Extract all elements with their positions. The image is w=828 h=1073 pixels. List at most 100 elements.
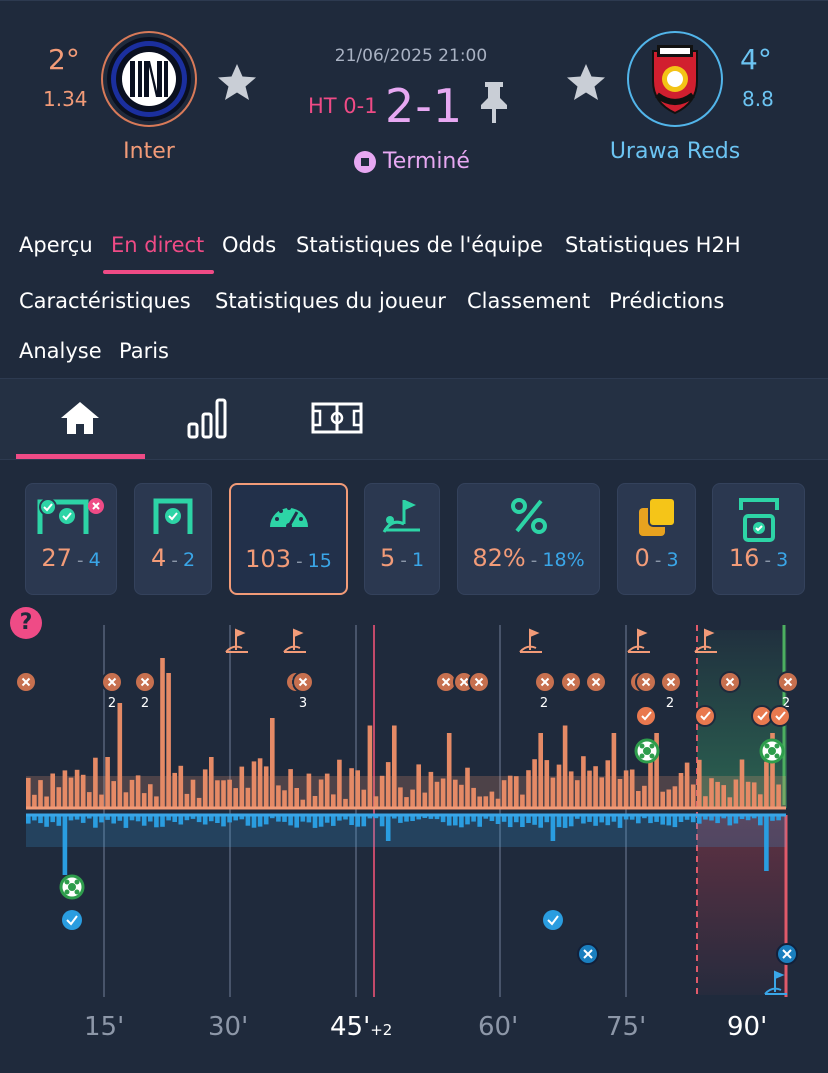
help-icon[interactable]: ? (10, 607, 42, 639)
home-momentum-bar (617, 779, 623, 808)
missed-shot-icon (292, 671, 314, 693)
away-momentum-bar (550, 815, 556, 841)
away-momentum-bar (739, 815, 745, 819)
percent-icon (510, 498, 547, 534)
home-momentum-bar (575, 780, 580, 808)
urawa-reds-logo[interactable] (627, 31, 723, 127)
home-momentum-bar (392, 725, 397, 808)
away-momentum-bar (263, 815, 269, 825)
home-momentum-bar (459, 784, 464, 808)
stat-card-saves[interactable]: 16 - 3 (712, 483, 805, 595)
home-momentum-bar (160, 658, 165, 808)
away-momentum-bar (196, 815, 202, 823)
home-momentum-bar (227, 779, 232, 808)
stat-card-cards[interactable]: 0 - 3 (617, 483, 696, 595)
home-momentum-bar (44, 796, 49, 808)
home-team-name[interactable]: Inter (123, 139, 175, 164)
home-momentum-bar (770, 733, 775, 808)
away-favorite-star-icon[interactable] (564, 61, 608, 105)
subtab-pitch[interactable] (277, 393, 397, 443)
home-momentum-bar (727, 797, 733, 808)
home-momentum-bar (471, 787, 476, 808)
away-momentum-bar (26, 815, 31, 824)
stat-card-shots[interactable]: 27 - 4 (25, 483, 117, 595)
home-momentum-bar (148, 784, 153, 808)
away-momentum-bar (361, 815, 367, 827)
tab-predictions[interactable]: Prédictions (609, 289, 725, 313)
home-momentum-bar (105, 757, 110, 808)
tab-standings[interactable]: Classement (467, 289, 591, 313)
pin-icon[interactable] (475, 79, 513, 125)
away-momentum-bar (648, 815, 653, 824)
home-momentum-bar (501, 780, 507, 808)
stat-card-attacks[interactable]: 103 - 15 (229, 483, 348, 595)
home-momentum-bar (483, 796, 489, 808)
home-momentum-bar (544, 760, 550, 808)
subtab-stats[interactable] (147, 393, 267, 443)
home-momentum-bar (416, 764, 421, 808)
away-team-name[interactable]: Urawa Reds (609, 139, 741, 164)
away-momentum-bar (190, 815, 196, 819)
home-momentum-bar (239, 766, 245, 808)
home-momentum-bar (495, 798, 501, 808)
home-momentum-bar (690, 784, 696, 808)
home-momentum-bar (190, 779, 196, 808)
away-momentum-bar (495, 815, 501, 824)
home-favorite-star-icon[interactable] (215, 61, 259, 105)
home-momentum-bar (611, 733, 617, 808)
tab-odds[interactable]: Odds (222, 233, 277, 257)
tab-player-stats[interactable]: Statistiques du joueur (215, 289, 446, 313)
missed-shot-icon (635, 671, 657, 693)
away-momentum-bar (636, 815, 641, 824)
home-icon (61, 402, 99, 434)
pitch-icon (311, 402, 363, 434)
shot-on-target-icon (769, 705, 791, 727)
away-momentum-bar (233, 815, 238, 821)
away-momentum-bar (733, 815, 739, 824)
home-momentum-bar (80, 774, 86, 808)
away-rank: 4° (740, 43, 772, 76)
away-momentum-bar (44, 815, 49, 827)
tab-apercu[interactable]: Aperçu (19, 233, 93, 257)
away-momentum-bar (727, 815, 733, 826)
home-momentum-bar (99, 794, 104, 808)
home-momentum-bar (288, 769, 293, 808)
stat-card-shots-on-target[interactable]: 4 - 2 (134, 483, 212, 595)
missed-shot-icon (101, 671, 123, 693)
tab-characteristics[interactable]: Caractéristiques (19, 289, 191, 313)
stat-card-possession[interactable]: 82% - 18% (457, 483, 600, 595)
tab-team-stats[interactable]: Statistiques de l'équipe (296, 233, 543, 257)
tab-h2h-stats[interactable]: Statistiques H2H (565, 233, 741, 257)
tab-analysis[interactable]: Analyse (19, 339, 102, 363)
away-momentum-bar (501, 815, 507, 822)
tab-bets[interactable]: Paris (119, 339, 169, 363)
speedometer-icon (269, 506, 308, 529)
home-momentum-bar (123, 792, 129, 808)
away-momentum-bar (453, 815, 458, 826)
shot-on-target-icon (694, 705, 716, 727)
match-score: 2-1 (385, 79, 464, 133)
away-momentum-bar (105, 815, 110, 820)
stat-card-corners[interactable]: 5 - 1 (364, 483, 440, 595)
home-momentum-bar (56, 787, 62, 808)
goal-shots-icon (37, 498, 104, 534)
inter-logo[interactable] (101, 31, 197, 127)
home-momentum-bar (776, 784, 781, 808)
away-momentum-bar (392, 815, 397, 819)
home-momentum-bar (428, 771, 434, 808)
home-momentum-bar (361, 789, 367, 808)
corner-flag-icon (382, 500, 420, 533)
home-momentum-bar (318, 779, 324, 808)
tab-en-direct[interactable]: En direct (111, 233, 205, 257)
away-corner-flag-icon (764, 970, 787, 995)
away-momentum-bar (324, 815, 330, 823)
home-momentum-bar (697, 759, 702, 808)
match-momentum-timeline: 2 2 3 2 2 2 (15, 625, 799, 997)
away-momentum-bar (148, 815, 153, 822)
home-momentum-bar (331, 794, 336, 808)
home-momentum-bar (184, 793, 190, 808)
home-momentum-bar (556, 764, 562, 808)
away-momentum-bar (398, 815, 403, 823)
home-momentum-bar (349, 768, 354, 808)
subtab-overview[interactable] (20, 393, 140, 443)
